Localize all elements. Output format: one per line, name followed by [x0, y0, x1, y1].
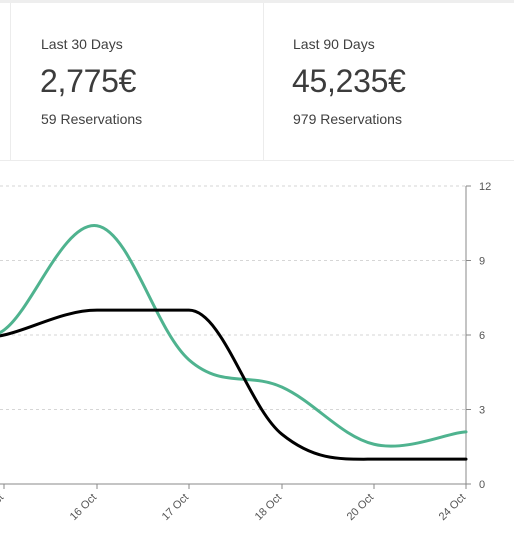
- stat-card-last-90-days: Last 90 Days 45,235€ 979 Reservations: [263, 3, 514, 160]
- x-tick-label: 20 Oct: [345, 492, 376, 523]
- x-tick-label: 18 Oct: [253, 492, 284, 523]
- y-tick-label: 3: [479, 405, 485, 417]
- y-tick-label: 0: [479, 479, 485, 491]
- series-line-black: [0, 308, 468, 461]
- stat-value: 2,775€: [40, 63, 137, 99]
- stat-reservations: 59 Reservations: [41, 111, 143, 127]
- y-tick-label: 6: [479, 330, 485, 342]
- y-tick-label: 12: [479, 181, 491, 193]
- x-tick-label: 24 Oct: [437, 492, 468, 523]
- x-tick-label: 16 Oct: [68, 492, 99, 523]
- series-line-green: [0, 224, 468, 448]
- stat-value: 45,235€: [292, 63, 406, 99]
- reservations-chart: 0 3 6 9 12 5 Oct 16 Oct 17 Oct 18 Oct 20 Oct 24 Oc…: [0, 161, 514, 552]
- x-tick-label: 17 Oct: [160, 492, 191, 523]
- stats-row: Last 30 Days 2,775€ 59 Reservations Last…: [0, 3, 514, 161]
- stat-label: Last 30 Days: [41, 36, 123, 52]
- stat-reservations: 979 Reservations: [293, 111, 402, 127]
- line-chart-svg: 0 3 6 9 12 5 Oct 16 Oct 17 Oct 18 Oct 20 Oct 24 Oc…: [0, 181, 491, 523]
- y-tick-label: 9: [479, 256, 485, 268]
- stat-card-last-30-days: Last 30 Days 2,775€ 59 Reservations: [10, 3, 264, 160]
- x-tick-label: 5 Oct: [0, 492, 6, 519]
- stat-label: Last 90 Days: [293, 36, 375, 52]
- top-divider: [0, 0, 514, 3]
